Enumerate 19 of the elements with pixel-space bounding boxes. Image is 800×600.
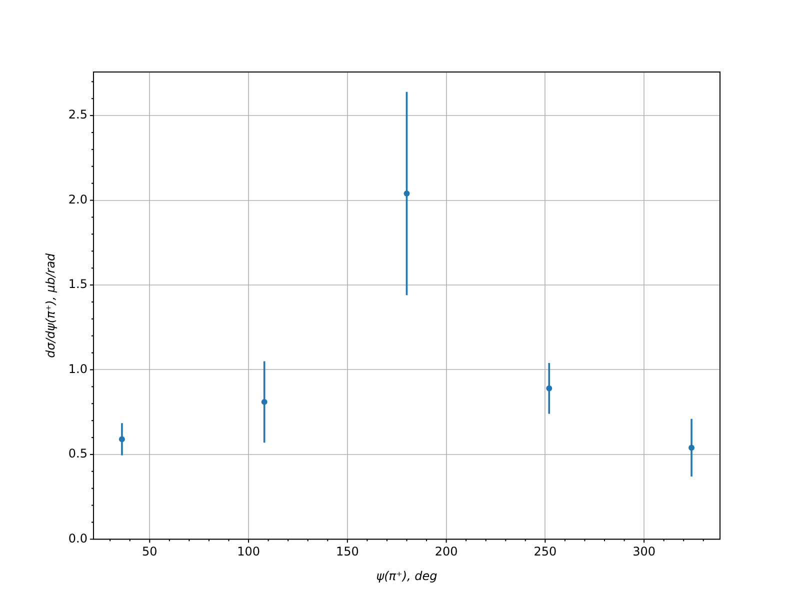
- y-tick-label: 0.5: [68, 446, 88, 461]
- x-axis-title: ψ(π⁺), deg: [376, 568, 438, 583]
- x-tick-label: 50: [142, 544, 158, 559]
- y-tick-label: 2.5: [68, 108, 88, 122]
- y-tick-label: 1.0: [68, 362, 88, 376]
- x-tick-label: 150: [336, 544, 359, 559]
- y-axis-title: dσ/dψ(π⁺), μb/rad: [43, 252, 58, 358]
- point: [404, 190, 410, 197]
- y-tick-label: 0.0: [68, 531, 88, 546]
- y-tick-label: 1.5: [68, 277, 88, 292]
- y-tick-label: 2.0: [68, 192, 88, 206]
- x-tick-label: 100: [237, 544, 260, 559]
- x-tick-label: 300: [632, 544, 656, 559]
- x-tick-label: 200: [434, 544, 458, 559]
- point: [688, 444, 695, 451]
- point: [118, 436, 125, 442]
- point: [546, 385, 552, 392]
- point: [261, 398, 268, 405]
- x-tick-label: 250: [534, 544, 557, 559]
